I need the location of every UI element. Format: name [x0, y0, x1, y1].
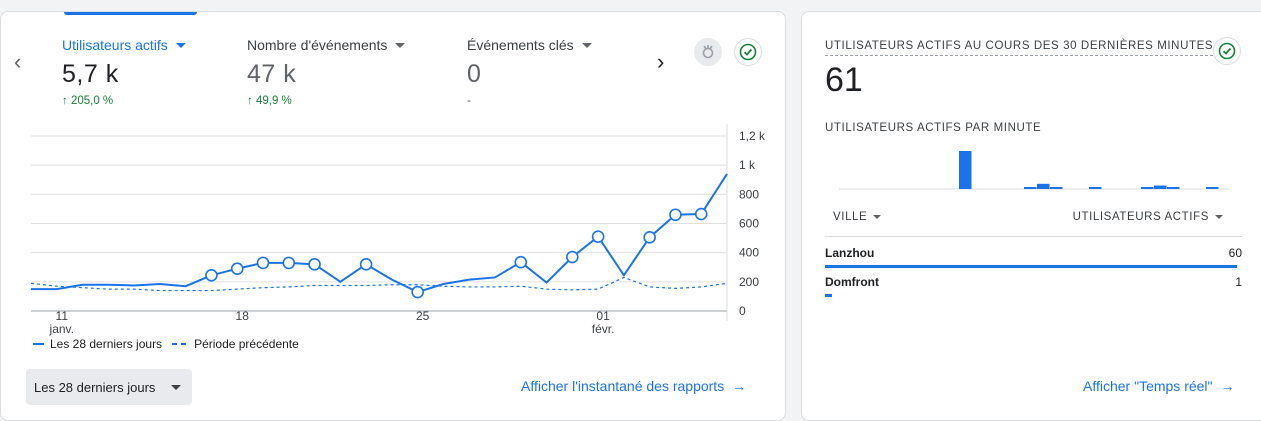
- legend-swatch-solid: [33, 343, 44, 345]
- data-point-marker[interactable]: [694, 207, 708, 221]
- y-tick-label: 1 k: [739, 158, 756, 172]
- metric-label: Nombre d'événements: [247, 37, 388, 53]
- overview-card: ‹ › Utilisateurs actifs 5,7 k ↑ 205,0 % …: [0, 11, 786, 421]
- minute-bar[interactable]: [1024, 187, 1037, 189]
- previous-metric-icon[interactable]: ‹: [14, 49, 22, 74]
- data-point-marker[interactable]: [308, 258, 321, 271]
- x-tick-label: 25: [416, 309, 430, 323]
- data-point-marker[interactable]: [256, 256, 270, 270]
- realtime-table-header: VILLE UTILISATEURS ACTIFS: [833, 211, 1223, 223]
- x-tick-month: janv.: [49, 322, 74, 336]
- x-tick-label: 11: [56, 309, 69, 323]
- table-divider: [825, 236, 1242, 237]
- legend-swatch-dashed: [172, 343, 189, 345]
- x-tick-label: 01: [596, 309, 610, 323]
- data-point-marker[interactable]: [669, 208, 682, 222]
- check-circle-icon[interactable]: [1213, 37, 1241, 65]
- y-tick-label: 200: [739, 275, 759, 289]
- view-realtime-label: Afficher "Temps réel": [1083, 378, 1213, 394]
- metric-label: Événements clés: [467, 37, 574, 53]
- minute-bar[interactable]: [1167, 187, 1180, 189]
- per-minute-label: UTILISATEURS ACTIFS PAR MINUTE: [825, 122, 1042, 134]
- column-active-users-label: UTILISATEURS ACTIFS: [1072, 211, 1209, 223]
- date-range-dropdown[interactable]: Les 28 derniers jours: [26, 369, 192, 405]
- metric-event-count[interactable]: Nombre d'événements 47 k ↑ 49,9 %: [247, 36, 406, 107]
- x-tick-label: 18: [236, 309, 250, 323]
- chevron-down-icon: [171, 384, 182, 390]
- metric-change: 205,0 %: [70, 95, 114, 107]
- minute-bar[interactable]: [1037, 183, 1050, 189]
- y-tick-label: 0: [739, 304, 746, 318]
- chevron-down-icon: [175, 42, 186, 48]
- data-point-marker[interactable]: [411, 285, 424, 299]
- column-city-label: VILLE: [833, 211, 868, 223]
- x-tick-month: févr.: [592, 322, 615, 336]
- data-point-marker[interactable]: [359, 258, 373, 271]
- y-tick-label: 400: [739, 246, 759, 260]
- arrow-right-icon: →: [1220, 378, 1235, 394]
- realtime-title: UTILISATEURS ACTIFS AU COURS DES 30 DERN…: [825, 40, 1214, 56]
- metric-change: -: [467, 95, 471, 107]
- share-bar: [825, 265, 1237, 268]
- share-bar: [825, 294, 832, 297]
- table-row[interactable]: Lanzhou 60: [825, 246, 1242, 260]
- table-row[interactable]: Domfront 1: [825, 275, 1242, 289]
- minute-bar[interactable]: [1050, 187, 1063, 189]
- date-range-label: Les 28 derniers jours: [34, 379, 156, 395]
- minute-bar[interactable]: [1141, 187, 1154, 189]
- view-snapshot-label: Afficher l'instantané des rapports: [521, 378, 725, 394]
- chevron-down-icon: [873, 215, 882, 219]
- column-active-users[interactable]: UTILISATEURS ACTIFS: [1073, 211, 1223, 223]
- arrow-right-icon: →: [732, 378, 747, 394]
- arrow-up-icon: ↑: [247, 95, 253, 107]
- minute-bar[interactable]: [1089, 187, 1102, 189]
- data-point-marker[interactable]: [514, 255, 528, 269]
- minute-bar[interactable]: [1206, 187, 1219, 189]
- data-point-marker[interactable]: [591, 230, 605, 243]
- minute-bar[interactable]: [959, 151, 972, 189]
- metric-value: 5,7 k: [62, 60, 119, 88]
- metric-value: 47 k: [247, 60, 297, 88]
- series-line-previous-period: [30, 276, 728, 292]
- data-point-marker[interactable]: [282, 256, 296, 270]
- y-tick-label: 1,2 k: [739, 129, 766, 143]
- metric-change: 49,9 %: [255, 95, 292, 107]
- next-metric-icon[interactable]: ›: [657, 49, 665, 74]
- data-point-marker[interactable]: [230, 262, 244, 276]
- series-line-last-28-days: [31, 173, 728, 294]
- per-minute-bar-chart: [839, 151, 1229, 190]
- arrow-up-icon: ↑: [62, 95, 68, 107]
- column-city[interactable]: VILLE: [833, 211, 882, 223]
- active-metric-indicator: [64, 12, 197, 15]
- metric-active-users[interactable]: Utilisateurs actifs 5,7 k ↑ 205,0 %: [62, 36, 186, 107]
- legend-previous: Période précédente: [194, 337, 299, 351]
- chevron-down-icon: [1215, 215, 1223, 219]
- check-circle-icon[interactable]: [734, 38, 762, 66]
- y-tick-label: 800: [739, 187, 759, 201]
- minute-bar[interactable]: [1154, 185, 1167, 189]
- y-tick-label: 600: [739, 217, 759, 231]
- data-point-marker[interactable]: [205, 268, 218, 282]
- view-snapshot-link[interactable]: Afficher l'instantané des rapports →: [521, 378, 746, 394]
- city-name: Domfront: [825, 275, 879, 289]
- metric-key-events[interactable]: Événements clés 0 -: [467, 36, 592, 107]
- city-users: 60: [1228, 246, 1242, 260]
- chevron-down-icon: [581, 42, 592, 48]
- chart-legend: Les 28 derniers jours Période précédente: [33, 337, 299, 351]
- legend-current: Les 28 derniers jours: [50, 337, 163, 351]
- data-point-marker[interactable]: [566, 250, 579, 264]
- city-users: 1: [1235, 275, 1242, 289]
- realtime-active-users-value: 61: [825, 61, 863, 99]
- view-realtime-link[interactable]: Afficher "Temps réel" →: [1083, 378, 1235, 394]
- metric-value: 0: [467, 60, 482, 88]
- chevron-down-icon: [395, 42, 406, 48]
- insights-icon[interactable]: [694, 38, 722, 66]
- data-point-marker[interactable]: [643, 231, 656, 244]
- city-name: Lanzhou: [825, 246, 875, 260]
- metric-label: Utilisateurs actifs: [62, 37, 168, 53]
- realtime-card: UTILISATEURS ACTIFS AU COURS DES 30 DERN…: [801, 11, 1261, 421]
